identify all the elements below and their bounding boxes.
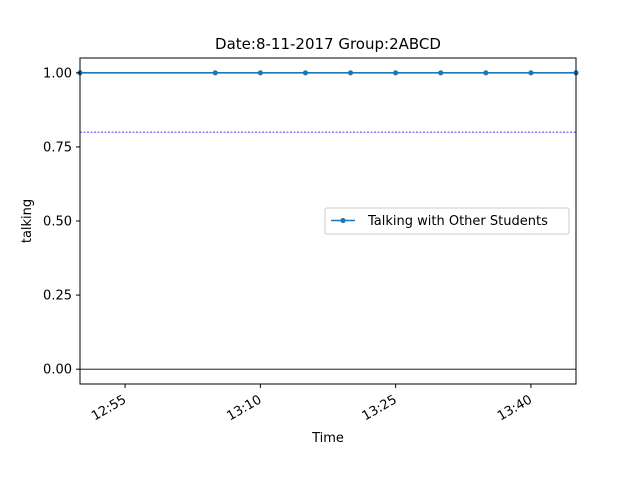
x-axis-label: Time xyxy=(311,431,344,446)
y-tick-label: 0.75 xyxy=(43,140,72,155)
plot-area xyxy=(77,70,579,370)
data-point xyxy=(212,70,218,76)
y-tick-label: 0.25 xyxy=(43,289,72,304)
legend-label: Talking with Other Students xyxy=(367,214,548,229)
chart-title: Date:8-11-2017 Group:2ABCD xyxy=(215,35,441,53)
legend-box xyxy=(324,207,570,235)
data-point xyxy=(257,70,263,76)
data-point xyxy=(483,70,489,76)
data-point xyxy=(302,70,309,76)
data-point xyxy=(528,70,534,76)
data-point xyxy=(438,70,444,76)
y-tick-label: 0.00 xyxy=(43,363,72,378)
legend-marker xyxy=(340,217,346,224)
y-axis-label: talking xyxy=(20,199,35,243)
legend: Talking with Other Students xyxy=(324,207,570,235)
y-tick-label: 0.50 xyxy=(43,215,72,230)
data-point xyxy=(347,70,354,76)
y-tick-label: 1.00 xyxy=(43,66,72,81)
data-point xyxy=(393,70,399,76)
